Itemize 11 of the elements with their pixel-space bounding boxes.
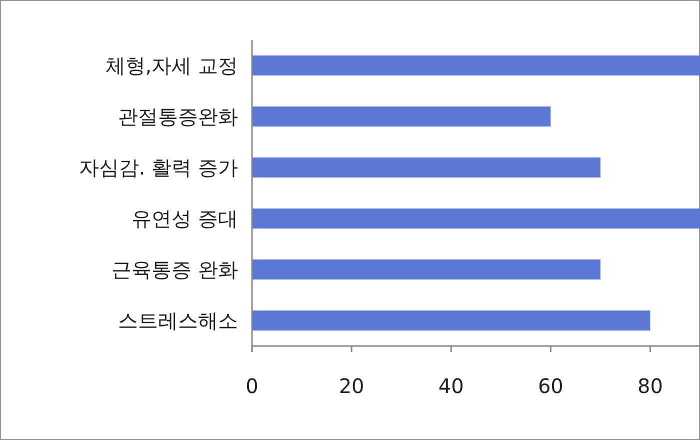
y-tick-label: 관절통증완화 — [118, 104, 238, 128]
y-tick-label: 유연성 증대 — [132, 206, 238, 230]
y-tick-label: 체형,자세 교정 — [105, 54, 238, 78]
x-tick-label: 20 — [338, 374, 364, 398]
y-tick-label: 스트레스해소 — [118, 308, 238, 332]
y-tick-label: 자심감. 활력 증가 — [78, 156, 238, 180]
x-tick-label: 0 — [246, 374, 258, 398]
x-tick-label: 80 — [637, 374, 663, 398]
y-tick-label: 근육통증 완화 — [112, 258, 238, 282]
x-tick-label: 60 — [538, 374, 564, 398]
x-tick-label: 40 — [438, 374, 464, 398]
